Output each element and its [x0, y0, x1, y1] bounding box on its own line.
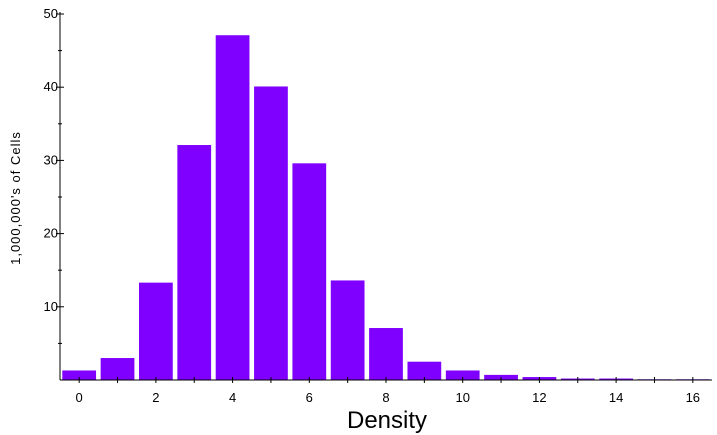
y-tick-label: 20 — [44, 226, 58, 241]
y-tick-label: 30 — [44, 152, 58, 167]
x-tick-label: 6 — [306, 390, 313, 405]
bar-5 — [254, 86, 288, 380]
bar-8 — [369, 328, 403, 380]
y-tick-label: 50 — [44, 6, 58, 21]
x-tick-label: 14 — [609, 390, 623, 405]
bars-group — [62, 35, 710, 380]
bar-3 — [177, 145, 212, 380]
x-ticks-group: 0 2 4 6 8 10 12 14 16 — [76, 377, 700, 405]
bar-1 — [100, 358, 135, 380]
x-tick-label: 10 — [455, 390, 469, 405]
bar-10 — [445, 370, 480, 380]
x-tick-label: 8 — [382, 390, 389, 405]
x-axis-label: Density — [347, 407, 427, 434]
bar-9 — [407, 361, 442, 380]
x-tick-label: 4 — [229, 390, 236, 405]
y-axis-label: 1,000,000's of Cells — [8, 131, 23, 265]
x-tick-label: 16 — [686, 390, 700, 405]
x-tick-label: 2 — [152, 390, 159, 405]
x-tick-label: 0 — [76, 390, 83, 405]
y-tick-label: 10 — [44, 299, 58, 314]
y-tick-label: 40 — [44, 79, 58, 94]
bar-4 — [215, 35, 250, 380]
y-ticks-group: 10 20 30 40 50 — [44, 6, 64, 344]
bar-6 — [292, 163, 327, 380]
x-tick-label: 12 — [532, 390, 546, 405]
bar-0 — [62, 370, 97, 380]
bar-7 — [330, 280, 365, 380]
bar-2 — [139, 282, 173, 380]
